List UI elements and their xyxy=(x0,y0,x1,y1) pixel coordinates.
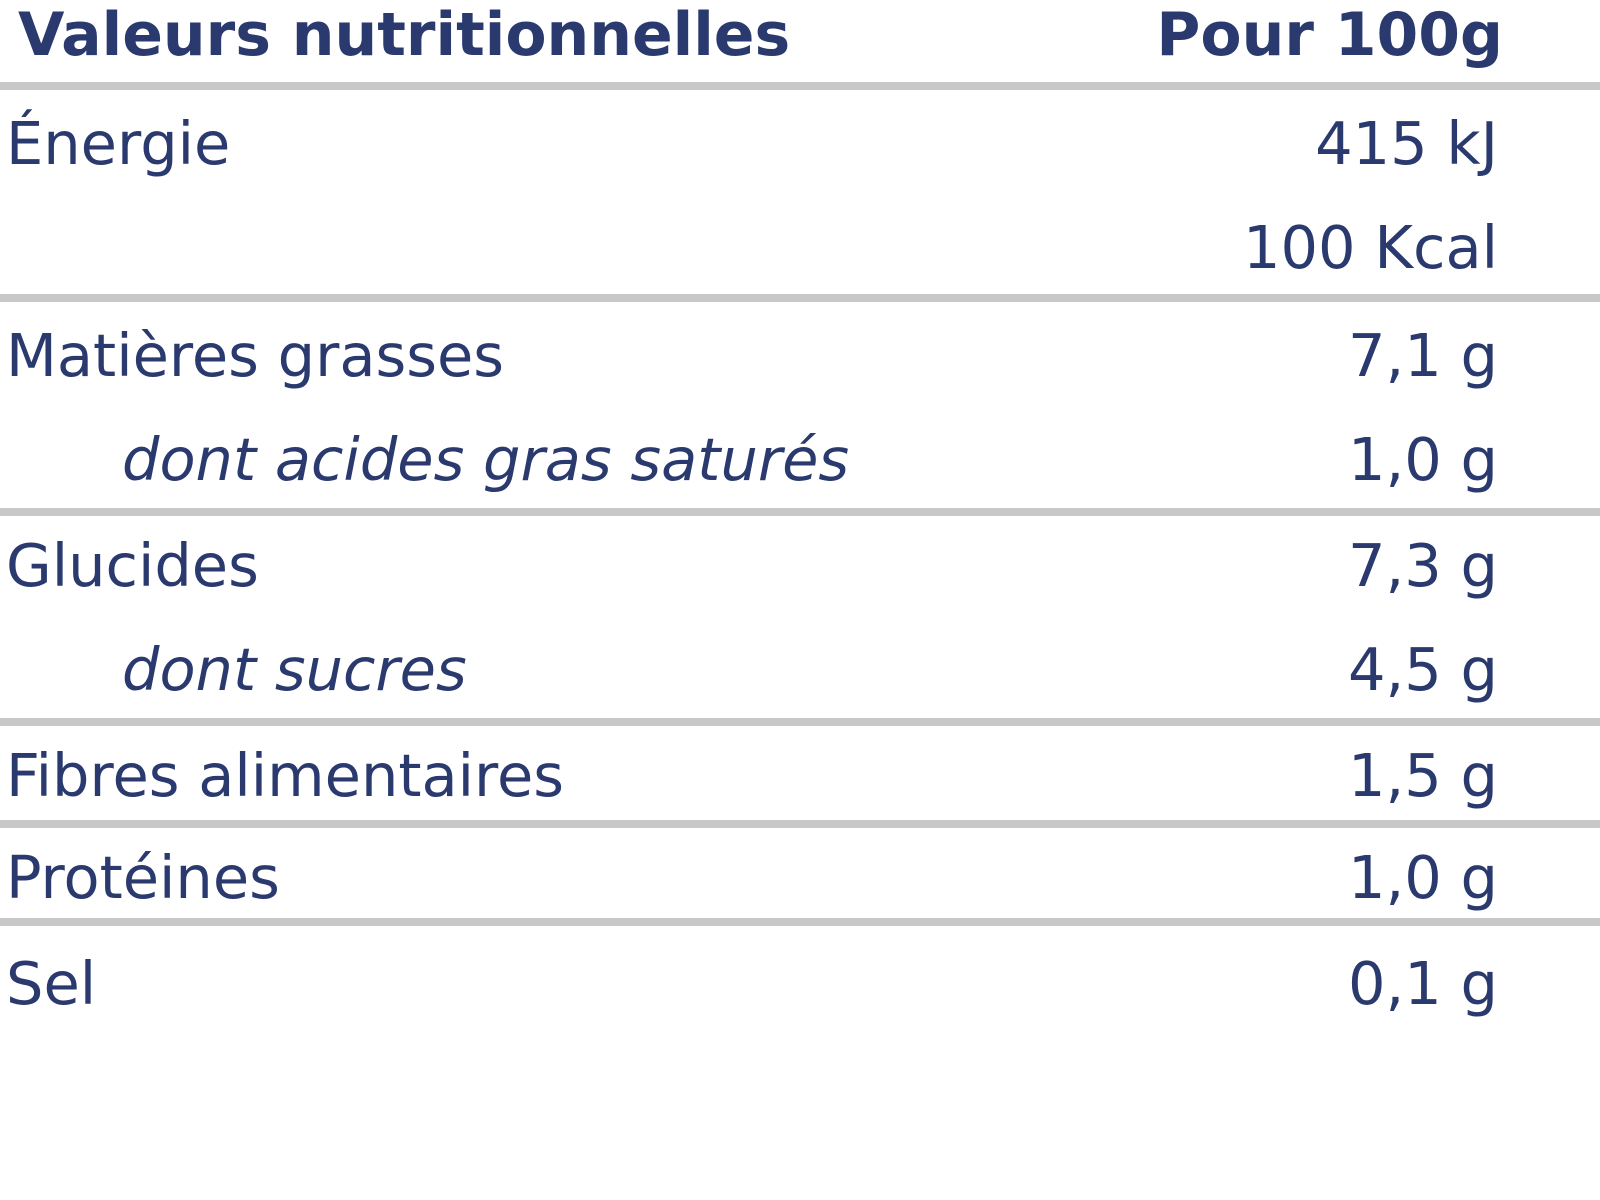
nutrient-label: Glucides xyxy=(6,531,259,600)
separator xyxy=(0,294,1600,302)
separator xyxy=(0,718,1600,726)
separator xyxy=(0,508,1600,516)
separator xyxy=(0,918,1600,926)
table-header: Valeurs nutritionnelles Pour 100g xyxy=(0,0,1600,82)
row-fat: Matières grasses 7,1 g xyxy=(0,310,1600,416)
nutrient-label: Sel xyxy=(6,949,97,1018)
header-label: Valeurs nutritionnelles xyxy=(18,0,791,70)
nutrient-label: Protéines xyxy=(6,843,280,912)
row-salt: Sel 0,1 g xyxy=(0,938,1600,1044)
row-protein: Protéines 1,0 g xyxy=(0,832,1600,938)
sub-nutrient-label: dont sucres xyxy=(122,635,467,704)
row-saturated-fat: dont acides gras saturés 1,0 g xyxy=(0,414,1600,520)
row-energy-kcal: 100 Kcal xyxy=(0,202,1600,308)
separator-header xyxy=(0,82,1600,90)
nutrient-value: 100 Kcal xyxy=(1242,213,1498,282)
nutrient-label: Matières grasses xyxy=(6,321,505,390)
sub-nutrient-label: dont acides gras saturés xyxy=(122,425,850,494)
row-sugars: dont sucres 4,5 g xyxy=(0,624,1600,730)
nutrient-value: 1,5 g xyxy=(1347,741,1498,810)
row-carbohydrates: Glucides 7,3 g xyxy=(0,520,1600,626)
row-energy-kj: Énergie 415 kJ xyxy=(0,98,1600,204)
nutrient-value: 0,1 g xyxy=(1347,949,1498,1018)
nutrient-value: 1,0 g xyxy=(1347,843,1498,912)
nutrient-label: Énergie xyxy=(6,109,231,178)
nutrient-value: 1,0 g xyxy=(1347,425,1498,494)
nutrient-label: Fibres alimentaires xyxy=(6,741,565,810)
row-fibre: Fibres alimentaires 1,5 g xyxy=(0,730,1600,836)
nutrient-value: 415 kJ xyxy=(1315,109,1498,178)
nutrient-value: 4,5 g xyxy=(1347,635,1498,704)
separator xyxy=(0,820,1600,828)
nutrient-value: 7,3 g xyxy=(1347,531,1498,600)
nutrient-value: 7,1 g xyxy=(1347,321,1498,390)
header-value: Pour 100g xyxy=(1156,0,1503,70)
